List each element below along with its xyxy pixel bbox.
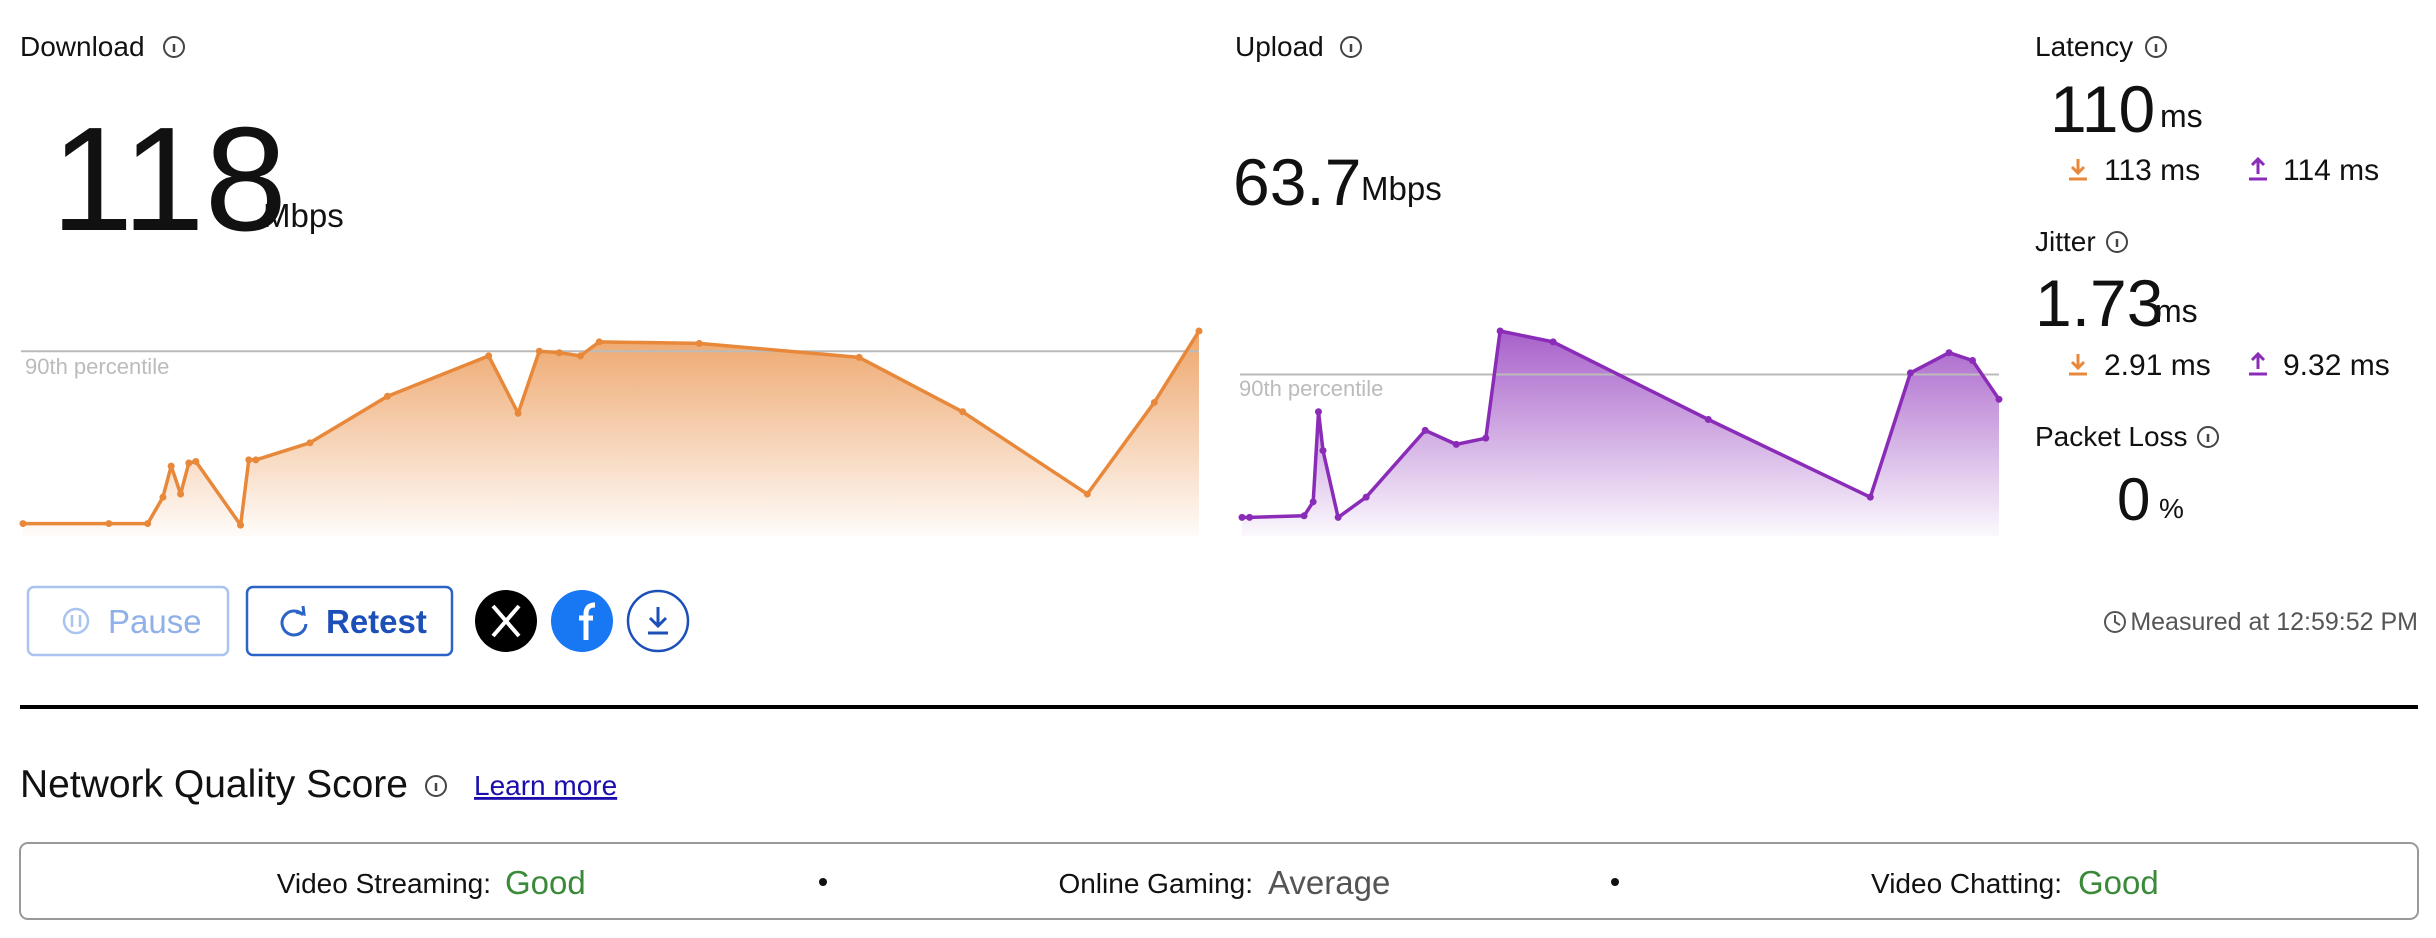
latency-label: Latency — [2035, 31, 2133, 62]
sample-point — [1150, 398, 1158, 406]
sample-point — [855, 353, 863, 361]
sample-point — [514, 409, 522, 417]
jitter-label: Jitter — [2035, 226, 2096, 257]
sample-point — [1945, 349, 1953, 357]
nqs-title: Network Quality Score — [20, 763, 408, 806]
sample-point — [1300, 512, 1308, 520]
quality-label: Video Chatting: — [1871, 868, 2062, 899]
packet-loss-value: 0 — [2117, 466, 2150, 533]
sample-point — [1969, 357, 1977, 365]
upload-icon — [2249, 156, 2267, 181]
clock-icon — [2104, 611, 2126, 633]
info-icon — [163, 36, 185, 58]
sample-point — [1995, 395, 2003, 403]
sample-point — [695, 339, 703, 347]
retest-button[interactable]: Retest — [245, 585, 454, 657]
percentile-label: 90th percentile — [1239, 376, 1383, 401]
sample-point — [1704, 416, 1712, 424]
sample-point — [1238, 513, 1246, 521]
sample-point — [595, 338, 603, 346]
info-icon — [2145, 36, 2167, 58]
upload-icon — [2249, 351, 2267, 376]
retest-label: Retest — [326, 603, 427, 640]
sample-point — [1334, 513, 1342, 521]
quality-rating: Good — [505, 864, 586, 901]
info-icon — [425, 775, 447, 797]
quality-rating: Average — [1268, 864, 1390, 901]
sample-point — [144, 520, 152, 528]
sample-point — [1482, 434, 1490, 442]
sample-point — [237, 521, 245, 529]
sample-point — [576, 352, 584, 360]
upload-unit: Mbps — [1361, 170, 1442, 207]
latency-unit: ms — [2160, 98, 2203, 134]
info-icon — [2106, 231, 2128, 253]
separator — [819, 878, 827, 886]
sample-point — [167, 462, 175, 470]
share-x-button[interactable] — [475, 590, 537, 652]
share-facebook-button[interactable] — [551, 590, 613, 652]
jitter-value: 1.73 — [2035, 266, 2163, 340]
sample-point — [1195, 327, 1203, 335]
download-results-button[interactable] — [626, 589, 690, 653]
download-value: 118 — [51, 97, 287, 262]
sample-point — [1421, 426, 1429, 434]
sample-point — [1866, 493, 1874, 501]
sample-point — [1452, 440, 1460, 448]
sample-point — [252, 456, 260, 464]
area-fill — [1242, 331, 1999, 536]
upload-value: 63.7 — [1233, 145, 1361, 219]
area-fill — [23, 331, 1199, 536]
quality-label: Online Gaming: — [1058, 868, 1253, 899]
pause-label: Pause — [108, 603, 202, 640]
sample-point — [535, 347, 543, 355]
learn-more-link[interactable]: Learn more — [474, 770, 617, 801]
info-icon — [2197, 426, 2219, 448]
jitter-upload: 9.32 ms — [2283, 349, 2390, 382]
quality-box — [19, 842, 2419, 920]
sample-point — [1906, 369, 1914, 377]
download-icon — [2069, 354, 2087, 376]
sample-point — [1496, 327, 1504, 335]
sample-point — [555, 349, 563, 357]
sample-point — [485, 352, 493, 360]
latency-upload: 114 ms — [2283, 154, 2379, 187]
sample-point — [105, 520, 113, 528]
packet-loss-unit: % — [2159, 493, 2184, 524]
quality-label: Video Streaming: — [277, 868, 491, 899]
sample-point — [1309, 498, 1317, 506]
measured-time: Measured at 12:59:52 PM — [2130, 608, 2418, 636]
download-unit: Mbps — [263, 197, 344, 234]
sample-point — [1319, 447, 1327, 455]
download-icon — [2069, 159, 2087, 181]
sample-point — [177, 490, 185, 498]
percentile-label: 90th percentile — [25, 354, 169, 379]
pause-button[interactable]: Pause — [26, 585, 230, 657]
sample-point — [959, 408, 967, 416]
latency-download: 113 ms — [2104, 154, 2200, 187]
upload-label: Upload — [1235, 31, 1324, 62]
info-icon — [1340, 36, 1362, 58]
sample-point — [1246, 513, 1254, 521]
sample-point — [1083, 490, 1091, 498]
sample-point — [1549, 338, 1557, 346]
sample-point — [159, 493, 167, 501]
jitter-unit: ms — [2155, 293, 2198, 329]
quality-rating: Good — [2078, 864, 2159, 901]
separator — [1611, 878, 1619, 886]
jitter-download: 2.91 ms — [2104, 349, 2211, 382]
sample-point — [384, 392, 392, 400]
latency-value: 110 — [2050, 72, 2155, 146]
sample-point — [1314, 408, 1322, 416]
download-label: Download — [20, 31, 145, 62]
sample-point — [192, 457, 200, 465]
sample-point — [245, 456, 253, 464]
packet-loss-label: Packet Loss — [2035, 421, 2188, 452]
sample-point — [185, 459, 193, 467]
sample-point — [306, 439, 314, 447]
sample-point — [1362, 493, 1370, 501]
sample-point — [19, 520, 27, 528]
